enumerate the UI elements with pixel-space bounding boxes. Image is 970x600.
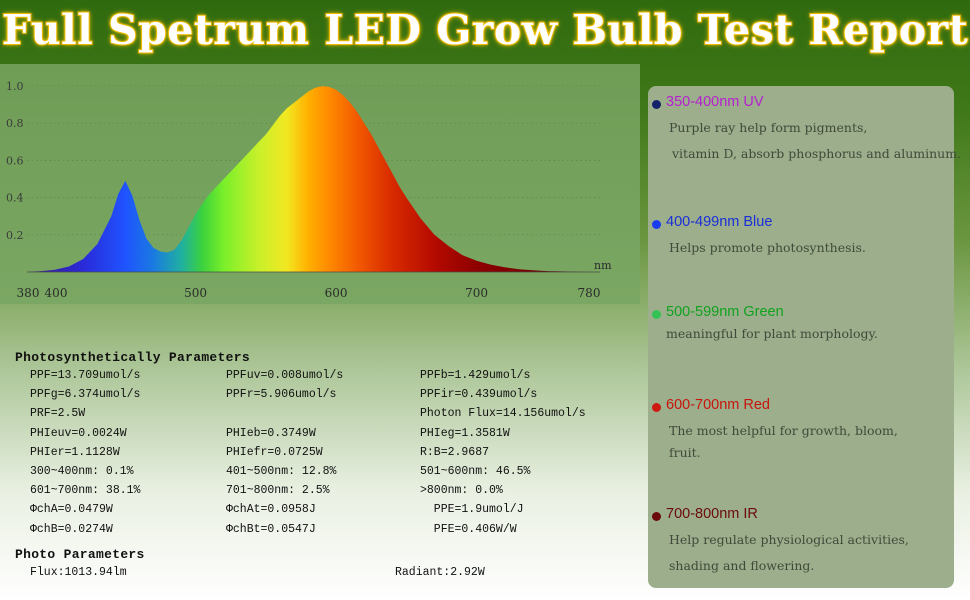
legend-title: 600-700nm Red xyxy=(666,397,770,413)
legend-description: Purple ray help form pigments, xyxy=(669,120,868,135)
parameter-value: PPFr=5.906umol/s xyxy=(226,388,337,402)
spectrum-chart: 0.2 0.4 0.6 0.8 1.0 nm 380 400 500 600 700 780 xyxy=(6,80,612,300)
parameter-value: 601~700nm: 38.1% xyxy=(30,484,141,498)
legend-description: Helps promote photosynthesis. xyxy=(669,240,866,255)
legend-title: 700-800nm IR xyxy=(666,506,758,522)
parameter-row: PHIer=1.1128W PHIefr=0.0725W R:B=2.9687 xyxy=(15,442,635,461)
legend-description: shading and flowering. xyxy=(669,558,815,573)
parameter-row: ΦchA=0.0479W ΦchAt=0.0958J PPE=1.9umol/J xyxy=(15,499,635,518)
parameter-row: 300~400nm: 0.1% 401~500nm: 12.8% 501~600nm… xyxy=(15,461,635,480)
legend-dot-icon xyxy=(652,100,661,109)
parameter-value: PPF=13.709umol/s xyxy=(30,369,141,382)
legend-description: meaningful for plant morphology. xyxy=(666,326,878,341)
parameter-value: ΦchA=0.0479W xyxy=(30,503,113,517)
legend-description: fruit. xyxy=(669,445,701,460)
parameter-value: PRF=2.5W xyxy=(30,407,86,421)
page-title: Full Spetrum LED Grow Bulb Test Report xyxy=(1,5,969,55)
legend-dot-icon xyxy=(652,310,661,319)
parameter-value: PPFb=1.429umol/s xyxy=(420,369,531,382)
parameter-row: PPFg=6.374umol/s PPFr=5.906umol/s PPFir=0.… xyxy=(15,384,635,403)
parameter-value: PHIeb=0.3749W xyxy=(226,426,316,440)
photosynthetic-title: Photosynthetically Parameters xyxy=(15,350,250,365)
parameter-value: PFE=0.406W/W xyxy=(420,522,517,536)
legend-description: Help regulate physiological activities, xyxy=(669,532,909,547)
parameter-value: PPE=1.9umol/J xyxy=(420,503,524,517)
radiant-value: Radiant:2.92W xyxy=(395,566,485,579)
parameter-value: PHIeuv=0.0024W xyxy=(30,426,127,440)
flux-value: Flux:1013.94lm xyxy=(30,566,127,579)
photo-parameters: Photo Parameters Flux:1013.94lm Radiant:… xyxy=(15,547,485,584)
parameter-row: PRF=2.5W Photon Flux=14.156umol/s xyxy=(15,403,635,422)
parameter-value: 501~600nm: 46.5% xyxy=(420,464,531,478)
x-tick-label: 700 xyxy=(465,286,488,300)
parameter-value: PHIefr=0.0725W xyxy=(226,445,323,459)
parameter-value: PHIeg=1.3581W xyxy=(420,426,510,440)
x-tick-label: 500 xyxy=(184,286,207,300)
y-tick-label: 0.8 xyxy=(6,117,24,130)
x-unit-label: nm xyxy=(594,259,612,272)
x-tick-label: 600 xyxy=(325,286,348,300)
x-tick-label: 380 xyxy=(17,286,40,300)
photo-parameters-title: Photo Parameters xyxy=(15,547,145,562)
parameter-value: ΦchAt=0.0958J xyxy=(226,503,316,517)
parameter-value: >800nm: 0.0% xyxy=(420,484,503,498)
legend-title: 350-400nm UV xyxy=(666,94,764,110)
y-tick-label: 0.4 xyxy=(6,192,24,205)
parameter-value: PPFuv=0.008umol/s xyxy=(226,369,344,382)
parameter-value: Photon Flux=14.156umol/s xyxy=(420,407,586,421)
parameter-value: PPFir=0.439umol/s xyxy=(420,388,538,402)
legend-description: vitamin D, absorb phosphorus and aluminu… xyxy=(672,146,962,161)
x-tick-label: 400 xyxy=(45,286,68,300)
parameter-row: ΦchB=0.0274W ΦchBt=0.0547J PFE=0.406W/W xyxy=(15,519,635,538)
parameter-value: 701~800nm: 2.5% xyxy=(226,484,330,498)
parameter-value: PHIer=1.1128W xyxy=(30,445,120,459)
legend-dot-icon xyxy=(652,403,661,412)
y-tick-label: 0.2 xyxy=(6,229,24,242)
parameter-value: ΦchB=0.0274W xyxy=(30,522,113,536)
y-tick-label: 1.0 xyxy=(6,80,24,93)
parameter-row: PHIeuv=0.0024W PHIeb=0.3749W PHIeg=1.3581W xyxy=(15,423,635,442)
parameter-value: R:B=2.9687 xyxy=(420,445,490,459)
parameter-value: ΦchBt=0.0547J xyxy=(226,522,316,536)
parameter-value: 300~400nm: 0.1% xyxy=(30,464,134,478)
parameter-row: PPF=13.709umol/s PPFuv=0.008umol/s PPFb=1.… xyxy=(15,365,635,384)
legend-description: The most helpful for growth, bloom, xyxy=(669,423,898,438)
spectrum-legend-panel: 350-400nm UV Purple ray help form pigment… xyxy=(648,86,961,588)
parameter-row: 601~700nm: 38.1% 701~800nm: 2.5% >800nm: 0… xyxy=(15,480,635,499)
parameter-value: PPFg=6.374umol/s xyxy=(30,388,141,402)
spectrum-area xyxy=(27,86,589,272)
parameter-value: 401~500nm: 12.8% xyxy=(226,464,337,478)
legend-title: 400-499nm Blue xyxy=(666,214,773,230)
x-tick-label: 780 xyxy=(578,286,601,300)
y-tick-label: 0.6 xyxy=(6,154,24,167)
legend-title: 500-599nm Green xyxy=(666,304,784,320)
legend-dot-icon xyxy=(652,512,661,521)
photosynthetic-parameters: Photosynthetically Parameters PPF=13.709… xyxy=(15,350,635,538)
legend-dot-icon xyxy=(652,220,661,229)
